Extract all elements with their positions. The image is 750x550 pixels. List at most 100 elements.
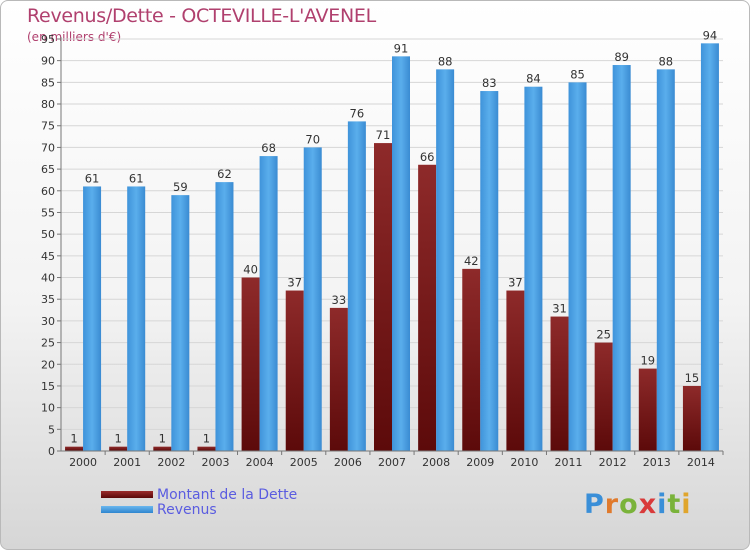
data-label-debt: 15 xyxy=(685,371,700,385)
y-tick-label: 55 xyxy=(41,206,55,219)
y-tick-label: 40 xyxy=(41,272,55,285)
y-tick-label: 5 xyxy=(48,423,55,436)
bar-debt xyxy=(285,290,304,451)
logo-letter: t xyxy=(667,489,682,520)
x-tick-label: 2003 xyxy=(201,456,229,469)
bar-revenue xyxy=(700,43,719,451)
bar-debt xyxy=(241,277,260,451)
data-label-debt: 19 xyxy=(640,354,655,368)
data-label-debt: 66 xyxy=(420,150,435,164)
data-label-debt: 1 xyxy=(115,432,122,446)
y-tick-label: 80 xyxy=(41,98,55,111)
bar-debt xyxy=(418,164,437,451)
y-tick-label: 90 xyxy=(41,55,55,68)
data-label-debt: 25 xyxy=(596,328,611,342)
x-tick-label: 2001 xyxy=(113,456,141,469)
data-label-revenue: 61 xyxy=(85,171,100,185)
x-tick-label: 2005 xyxy=(290,456,318,469)
x-tick-label: 2009 xyxy=(466,456,494,469)
bar-revenue xyxy=(392,56,410,451)
data-label-revenue: 88 xyxy=(658,54,673,68)
logo-letter: P xyxy=(584,489,605,520)
bar-revenue xyxy=(259,156,278,452)
data-label-revenue: 68 xyxy=(261,141,276,155)
data-label-revenue: 59 xyxy=(173,180,188,194)
data-label-revenue: 94 xyxy=(703,28,718,42)
y-tick-label: 20 xyxy=(41,358,55,371)
y-tick-label: 95 xyxy=(41,33,55,46)
chart-title: Revenus/Dette - OCTEVILLE-L'AVENEL xyxy=(27,5,376,27)
data-label-revenue: 83 xyxy=(482,76,497,90)
y-tick-label: 0 xyxy=(48,445,55,458)
x-tick-label: 2002 xyxy=(157,456,185,469)
x-tick-label: 2010 xyxy=(510,456,538,469)
proxiti-logo: Proxiti xyxy=(584,489,692,520)
data-label-revenue: 85 xyxy=(570,67,585,81)
legend-item-revenue: Revenus xyxy=(101,502,297,518)
logo-letter: i xyxy=(657,489,668,520)
data-label-debt: 31 xyxy=(552,302,567,316)
data-label-revenue: 76 xyxy=(350,106,365,120)
y-tick-label: 65 xyxy=(41,163,55,176)
legend: Montant de la Dette Revenus xyxy=(101,486,298,518)
bar-debt xyxy=(638,368,657,451)
bar-debt xyxy=(682,385,701,451)
bar-debt xyxy=(197,446,216,451)
data-label-debt: 1 xyxy=(203,432,210,446)
bar-debt xyxy=(462,268,481,451)
bar-debt xyxy=(506,290,525,451)
bar-debt xyxy=(374,143,392,451)
x-tick-label: 2008 xyxy=(422,456,450,469)
bar-revenue xyxy=(127,186,146,451)
legend-item-debt: Montant de la Dette xyxy=(101,486,298,503)
bar-revenue xyxy=(171,195,190,451)
logo-letter: o xyxy=(619,489,639,520)
bar-debt xyxy=(550,316,569,451)
y-tick-label: 60 xyxy=(41,185,55,198)
data-label-debt: 42 xyxy=(464,254,479,268)
x-tick-label: 2006 xyxy=(334,456,362,469)
data-label-debt: 33 xyxy=(332,293,347,307)
y-tick-label: 70 xyxy=(41,141,55,154)
bar-revenue xyxy=(524,86,543,451)
data-label-revenue: 91 xyxy=(394,41,409,55)
y-tick-label: 35 xyxy=(41,293,55,306)
logo-letter: r xyxy=(604,489,620,520)
data-label-debt: 1 xyxy=(159,432,166,446)
bar-debt xyxy=(65,446,84,451)
legend-label-debt: Montant de la Dette xyxy=(157,486,298,503)
bar-revenue xyxy=(612,65,631,451)
bar-debt xyxy=(153,446,172,451)
bar-revenue xyxy=(436,69,455,451)
y-tick-label: 50 xyxy=(41,228,55,241)
data-label-debt: 71 xyxy=(376,128,391,142)
y-tick-label: 85 xyxy=(41,76,55,89)
y-tick-label: 75 xyxy=(41,120,55,133)
data-label-revenue: 89 xyxy=(614,50,629,64)
y-tick-label: 25 xyxy=(41,337,55,350)
bar-revenue xyxy=(347,121,366,452)
bar-debt xyxy=(594,342,613,451)
bar-revenue xyxy=(480,91,499,451)
data-label-revenue: 84 xyxy=(526,72,541,86)
y-tick-label: 30 xyxy=(41,315,55,328)
data-label-revenue: 88 xyxy=(438,54,453,68)
bar-debt xyxy=(329,307,348,451)
legend-swatch-revenue xyxy=(101,506,153,513)
bar-revenue xyxy=(568,82,587,452)
y-tick-label: 45 xyxy=(41,250,55,263)
data-label-debt: 40 xyxy=(243,263,258,277)
data-label-revenue: 61 xyxy=(129,171,144,185)
x-tick-label: 2012 xyxy=(599,456,627,469)
logo-letter: x xyxy=(638,489,658,520)
x-tick-label: 2011 xyxy=(555,456,583,469)
logo-letter: i xyxy=(681,489,692,520)
x-tick-label: 2000 xyxy=(69,456,97,469)
bar-revenue xyxy=(83,186,102,451)
data-label-revenue: 70 xyxy=(305,132,320,146)
data-label-debt: 37 xyxy=(287,276,302,290)
bar-revenue xyxy=(215,182,234,451)
y-tick-label: 10 xyxy=(41,402,55,415)
